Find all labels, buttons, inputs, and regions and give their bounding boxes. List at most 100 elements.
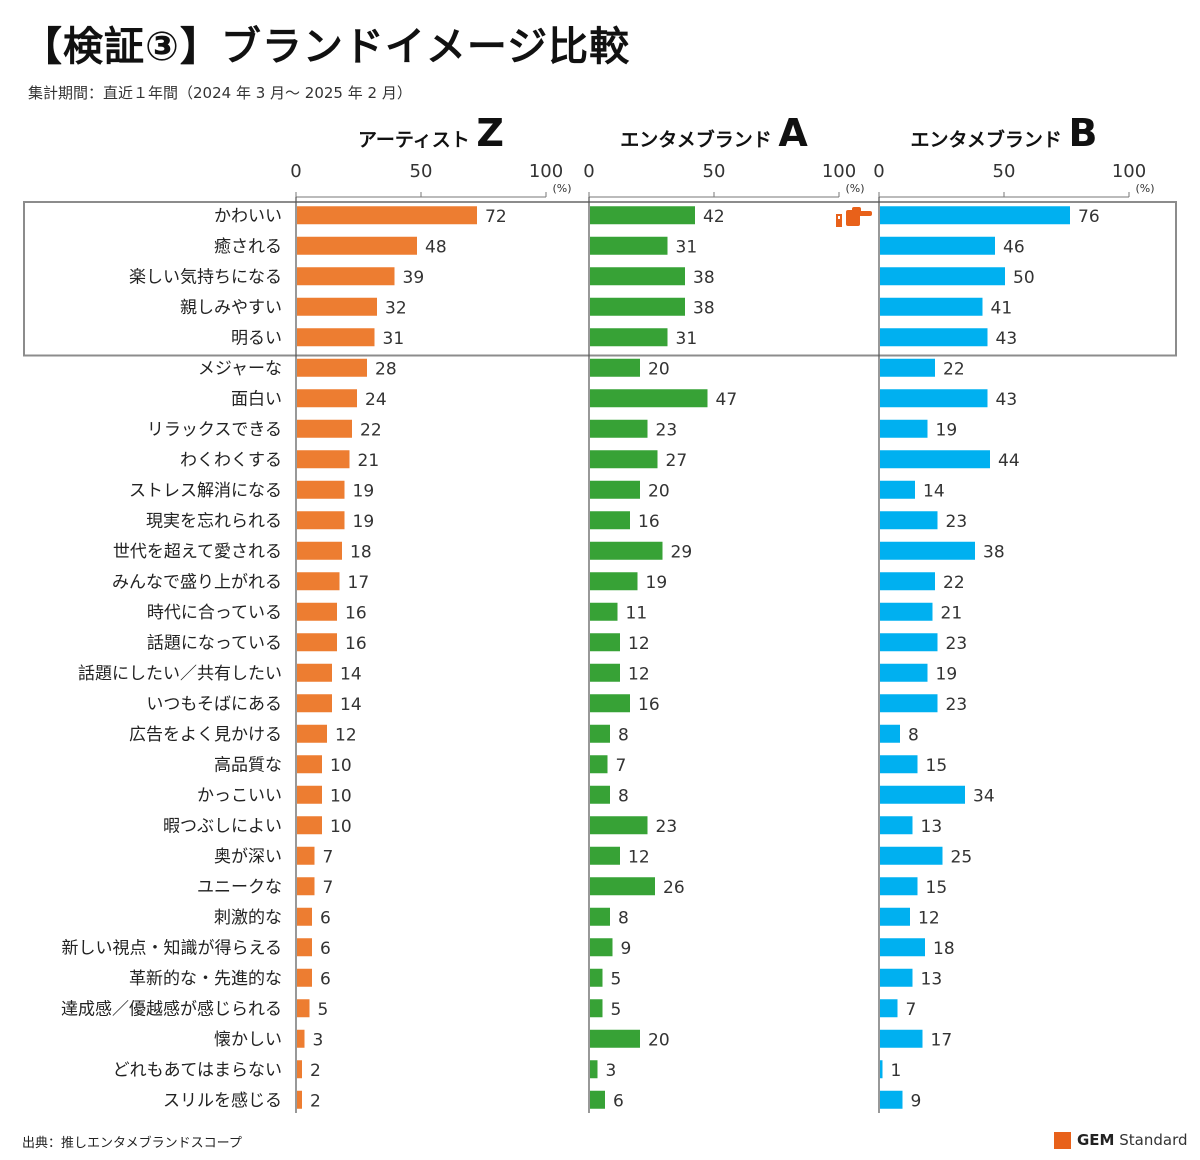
- value-label: 25: [951, 847, 973, 867]
- series-header-prefix: エンタメブランド: [910, 128, 1068, 151]
- bar: [297, 328, 375, 347]
- bar: [880, 236, 995, 255]
- value-label: 13: [921, 817, 943, 837]
- value-label: 47: [716, 390, 738, 410]
- pointing-hand-finger: [858, 211, 872, 216]
- bar: [297, 877, 315, 896]
- value-label: 12: [628, 847, 650, 867]
- bar: [297, 206, 477, 225]
- bar: [590, 663, 620, 682]
- value-label: 14: [340, 664, 362, 684]
- bar: [297, 541, 342, 560]
- bar: [297, 572, 340, 591]
- bar: [297, 1090, 302, 1109]
- bar: [880, 297, 983, 316]
- logo-brand: GEM: [1077, 1131, 1115, 1149]
- series-header-prefix: アーティスト: [358, 129, 476, 151]
- bar: [590, 389, 708, 408]
- category-label: どれもあてはまらない: [113, 1060, 282, 1080]
- bar: [297, 938, 312, 957]
- bar: [880, 572, 935, 591]
- pointing-hand-cuff: [836, 214, 842, 227]
- series-header: エンタメブランド B: [910, 111, 1097, 155]
- category-label: スリルを感じる: [163, 1091, 282, 1111]
- bar: [590, 877, 655, 896]
- value-label: 14: [923, 481, 945, 501]
- value-label: 23: [946, 634, 968, 654]
- bar: [880, 267, 1005, 286]
- category-label: かっこいい: [197, 786, 282, 806]
- bar: [590, 1029, 640, 1048]
- bar: [590, 541, 663, 560]
- value-label: 43: [996, 329, 1018, 349]
- value-label: 6: [320, 908, 331, 928]
- value-label: 43: [996, 390, 1018, 410]
- logo-text: GEM Standard: [1077, 1131, 1188, 1149]
- bar: [297, 724, 327, 743]
- bar: [297, 389, 357, 408]
- value-label: 16: [638, 695, 660, 715]
- value-label: 12: [628, 664, 650, 684]
- bar: [590, 633, 620, 652]
- value-label: 21: [358, 451, 380, 471]
- bar: [297, 968, 312, 987]
- category-label: 広告をよく見かける: [129, 725, 282, 745]
- series-header: アーティスト Z: [358, 111, 504, 155]
- value-label: 8: [908, 725, 919, 745]
- bar: [880, 1029, 923, 1048]
- unit-label: (%): [552, 182, 571, 195]
- bar: [590, 206, 695, 225]
- value-label: 50: [1013, 268, 1035, 288]
- value-label: 34: [973, 786, 995, 806]
- category-label: 世代を超えて愛される: [113, 542, 282, 562]
- value-label: 6: [613, 1091, 624, 1111]
- category-label: メジャーな: [198, 359, 282, 379]
- bar: [590, 1060, 598, 1079]
- bar: [297, 419, 352, 438]
- value-label: 9: [911, 1091, 922, 1111]
- value-label: 1: [891, 1061, 902, 1081]
- bar: [880, 999, 898, 1018]
- bar: [297, 999, 310, 1018]
- tick-label: 0: [583, 161, 594, 182]
- category-label: 面白い: [231, 389, 282, 409]
- value-label: 22: [943, 359, 965, 379]
- value-label: 15: [926, 756, 948, 776]
- category-label: 時代に合っている: [147, 603, 282, 623]
- value-label: 10: [330, 817, 352, 837]
- value-label: 23: [946, 695, 968, 715]
- value-label: 17: [931, 1030, 953, 1050]
- bar: [590, 602, 618, 621]
- value-label: 3: [606, 1061, 617, 1081]
- bar: [297, 297, 377, 316]
- category-label: 話題にしたい／共有したい: [78, 664, 282, 684]
- value-label: 20: [648, 1030, 670, 1050]
- value-label: 20: [648, 359, 670, 379]
- category-label: 暇つぶしによい: [163, 816, 282, 836]
- value-label: 24: [365, 390, 387, 410]
- pointing-hand-thumb: [852, 207, 861, 213]
- pointing-hand-icon: [846, 210, 860, 226]
- tick-label: 50: [410, 161, 433, 182]
- bar: [297, 633, 337, 652]
- bar: [590, 755, 608, 774]
- bar: [590, 816, 648, 835]
- value-label: 32: [385, 298, 407, 318]
- tick-label: 50: [703, 161, 726, 182]
- tick-label: 50: [993, 161, 1016, 182]
- value-label: 39: [403, 268, 425, 288]
- bar: [880, 602, 933, 621]
- bar: [880, 877, 918, 896]
- value-label: 19: [353, 512, 375, 532]
- bar: [590, 328, 668, 347]
- bar: [880, 419, 928, 438]
- value-label: 31: [676, 237, 698, 257]
- bar: [297, 358, 367, 377]
- category-label: ストレス解消になる: [129, 481, 282, 501]
- value-label: 6: [320, 969, 331, 989]
- series-header-letter: Z: [476, 111, 504, 155]
- value-label: 12: [918, 908, 940, 928]
- bar: [590, 724, 610, 743]
- bar: [297, 663, 332, 682]
- category-label: 達成感／優越感が感じられる: [61, 999, 282, 1019]
